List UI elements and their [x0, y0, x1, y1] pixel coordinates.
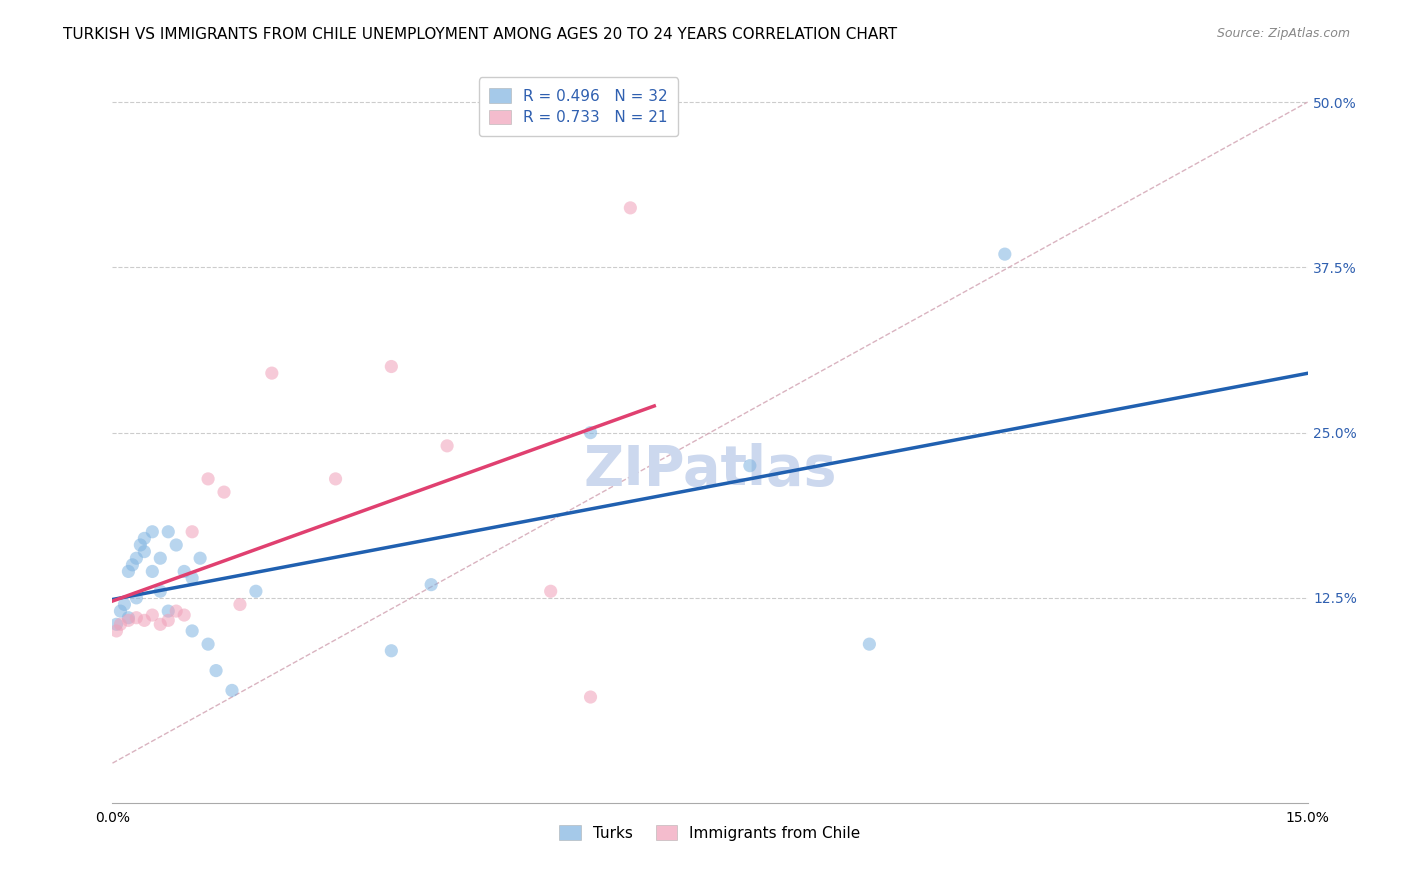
- Point: [134, 544, 156, 558]
- Point: [173, 608, 195, 623]
- Text: ZIPatlas: ZIPatlas: [583, 442, 837, 497]
- Point: [212, 485, 235, 500]
- Point: [994, 247, 1017, 261]
- Point: [173, 565, 195, 579]
- Point: [157, 524, 180, 539]
- Point: [141, 608, 163, 623]
- Point: [579, 690, 602, 704]
- Point: [165, 604, 187, 618]
- Point: [134, 613, 156, 627]
- Point: [105, 624, 128, 638]
- Point: [197, 472, 219, 486]
- Point: [141, 565, 163, 579]
- Legend: Turks, Immigrants from Chile: Turks, Immigrants from Chile: [554, 819, 866, 847]
- Point: [325, 472, 347, 486]
- Point: [165, 538, 187, 552]
- Point: [197, 637, 219, 651]
- Point: [738, 458, 761, 473]
- Point: [540, 584, 562, 599]
- Text: Source: ZipAtlas.com: Source: ZipAtlas.com: [1216, 27, 1350, 40]
- Point: [579, 425, 602, 440]
- Point: [205, 664, 228, 678]
- Point: [149, 584, 172, 599]
- Point: [141, 524, 163, 539]
- Point: [117, 613, 139, 627]
- Point: [110, 604, 132, 618]
- Point: [117, 611, 139, 625]
- Point: [858, 637, 880, 651]
- Point: [221, 683, 243, 698]
- Point: [149, 551, 172, 566]
- Point: [188, 551, 211, 566]
- Point: [181, 571, 204, 585]
- Point: [157, 604, 180, 618]
- Text: TURKISH VS IMMIGRANTS FROM CHILE UNEMPLOYMENT AMONG AGES 20 TO 24 YEARS CORRELAT: TURKISH VS IMMIGRANTS FROM CHILE UNEMPLO…: [63, 27, 897, 42]
- Point: [420, 577, 443, 591]
- Point: [125, 611, 148, 625]
- Point: [619, 201, 641, 215]
- Point: [181, 524, 204, 539]
- Point: [245, 584, 267, 599]
- Point: [129, 538, 152, 552]
- Point: [157, 613, 180, 627]
- Point: [181, 624, 204, 638]
- Point: [260, 366, 283, 380]
- Point: [114, 598, 135, 612]
- Point: [117, 565, 139, 579]
- Point: [436, 439, 458, 453]
- Point: [380, 644, 402, 658]
- Point: [134, 532, 156, 546]
- Point: [121, 558, 143, 572]
- Point: [125, 551, 148, 566]
- Point: [125, 591, 148, 605]
- Point: [149, 617, 172, 632]
- Point: [380, 359, 402, 374]
- Point: [110, 617, 132, 632]
- Point: [229, 598, 252, 612]
- Point: [105, 617, 128, 632]
